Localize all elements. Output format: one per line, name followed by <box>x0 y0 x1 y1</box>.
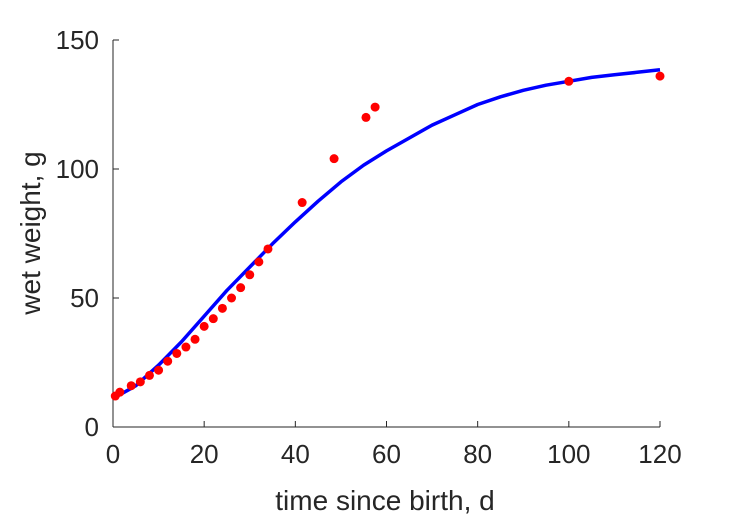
x-tick-label: 40 <box>281 439 310 469</box>
data-point <box>329 154 339 164</box>
fit-curve <box>112 67 661 401</box>
data-point <box>217 303 227 313</box>
data-point <box>126 381 136 391</box>
data-point <box>297 198 307 208</box>
x-tick-label: 100 <box>547 439 590 469</box>
x-tick-label: 120 <box>638 439 681 469</box>
x-tick-label: 20 <box>190 439 219 469</box>
data-point <box>245 270 255 280</box>
data-point <box>236 283 246 293</box>
data-point <box>263 244 273 254</box>
y-tick-label: 100 <box>56 154 99 184</box>
y-axis-label: wet weight, g <box>15 151 46 315</box>
data-point <box>163 356 173 366</box>
data-point <box>227 293 237 303</box>
y-tick-label: 50 <box>70 283 99 313</box>
axes: 0 20 40 60 80 100 120 0 50 100 150 <box>56 25 682 469</box>
axis-labels: time since birth, d wet weight, g <box>15 151 495 516</box>
data-point <box>144 370 154 380</box>
data-point <box>135 377 145 387</box>
data-point <box>190 334 200 344</box>
data-point <box>361 112 371 122</box>
data-point <box>370 102 380 112</box>
data-point <box>254 257 264 267</box>
data-point <box>115 387 125 397</box>
x-tick-label: 60 <box>372 439 401 469</box>
data-point <box>154 365 164 375</box>
y-tick-label: 150 <box>56 25 99 55</box>
data-point <box>199 321 209 331</box>
data-points-layer <box>110 71 665 401</box>
x-axis-label: time since birth, d <box>275 485 494 516</box>
x-tick-label: 0 <box>106 439 120 469</box>
data-point <box>208 314 218 324</box>
y-tick-label: 0 <box>85 412 99 442</box>
x-tick-label: 80 <box>463 439 492 469</box>
data-point <box>655 71 665 81</box>
data-point <box>181 342 191 352</box>
data-point <box>172 348 182 358</box>
fit-line-layer <box>112 67 661 401</box>
data-point <box>564 76 574 86</box>
